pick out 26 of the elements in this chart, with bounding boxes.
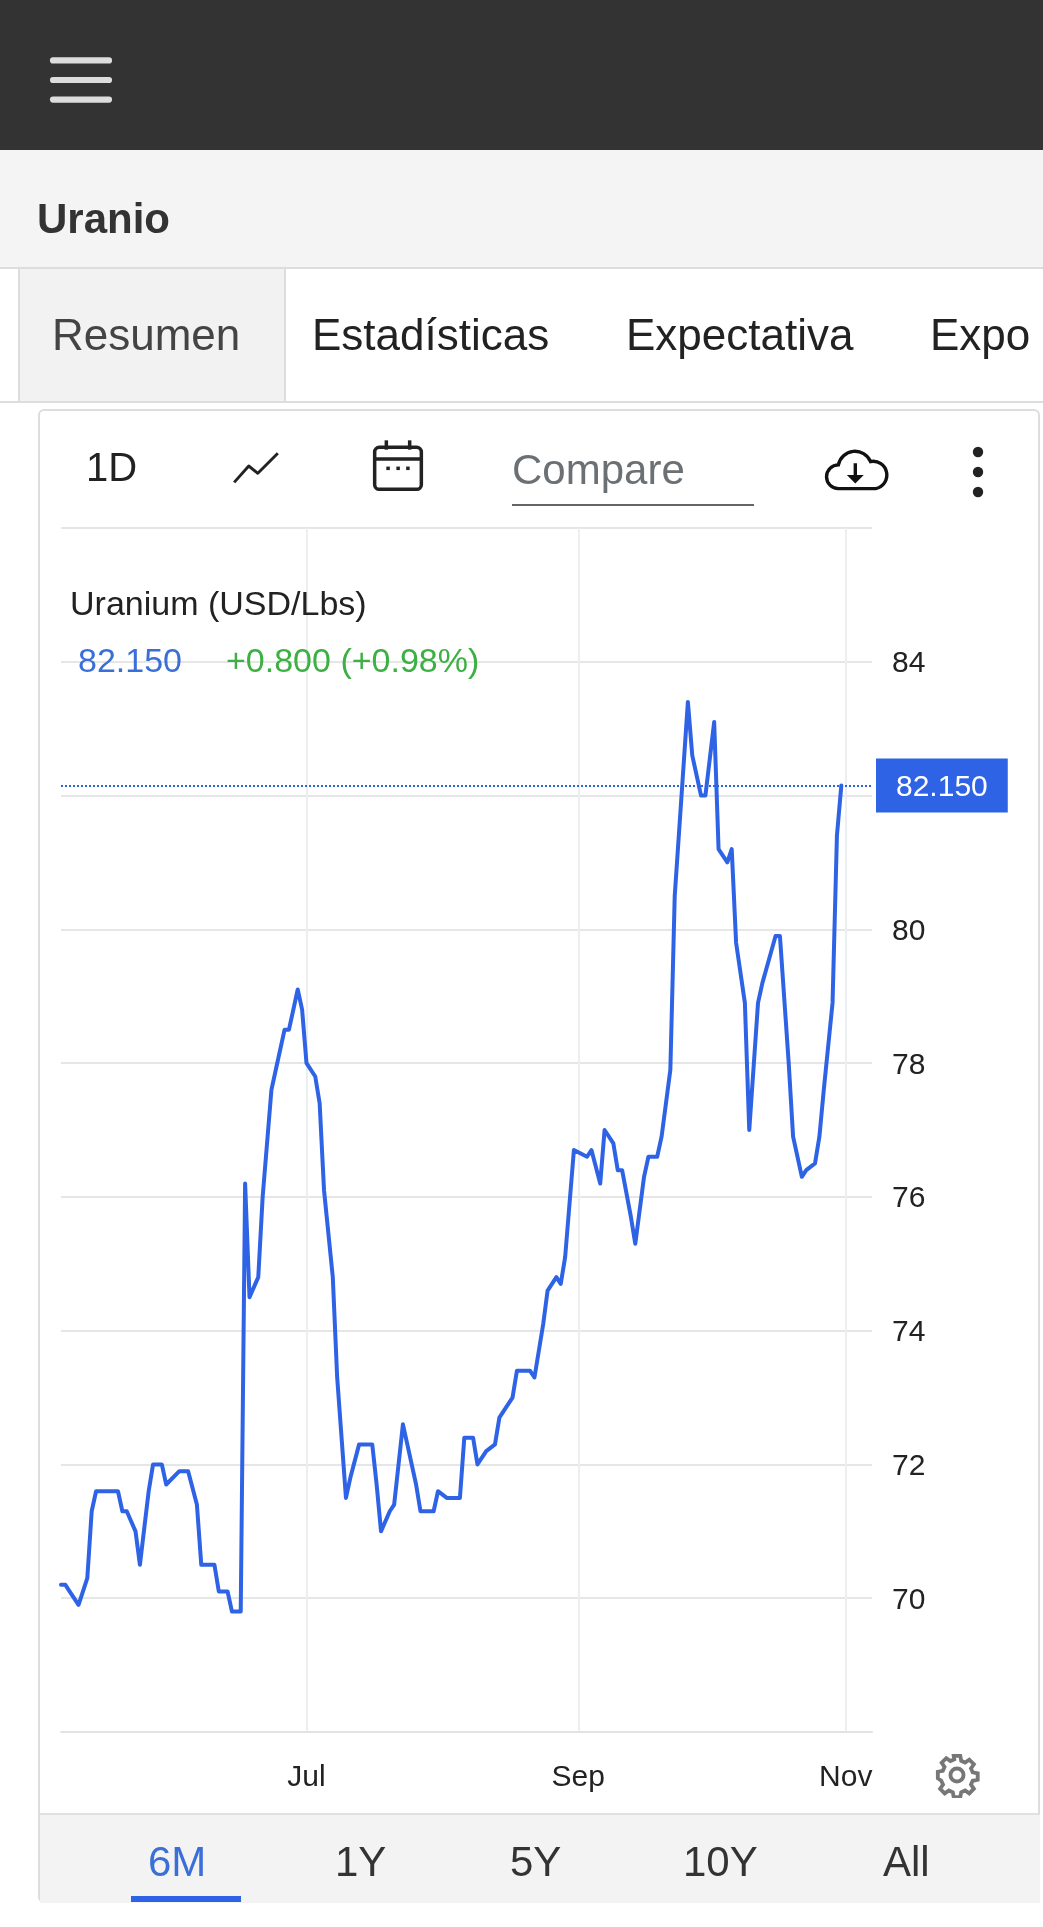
text-field: Compare: [512, 440, 754, 506]
y-tick-label: 84: [892, 645, 926, 679]
y-tick-label: 72: [892, 1447, 926, 1481]
text: Expo: [930, 310, 1031, 360]
text: Estadísticas: [312, 310, 550, 360]
annotation: 82.150: [78, 641, 182, 680]
text: 1Y: [335, 1838, 387, 1886]
text: Uranium (USD/Lbs): [70, 584, 367, 623]
text: Expectativa: [626, 310, 854, 360]
y-tick-label: 78: [892, 1046, 926, 1080]
ref-line-label: 82.150: [896, 769, 988, 803]
text: Resumen: [52, 310, 241, 360]
x-tick-label: Jul: [287, 1758, 326, 1792]
y-tick-label: 76: [892, 1180, 926, 1214]
x-tick-label: Sep: [551, 1758, 605, 1792]
chart-title: Uranio: [37, 195, 171, 243]
y-tick-label: 70: [892, 1581, 926, 1615]
annotation: +0.800 (+0.98%): [226, 641, 480, 680]
text: 6M: [148, 1838, 207, 1886]
text: 10Y: [683, 1838, 758, 1886]
y-tick-label: 74: [892, 1314, 926, 1348]
text: All: [883, 1838, 930, 1886]
x-tick-label: Nov: [819, 1758, 873, 1792]
text: 5Y: [510, 1838, 562, 1886]
text: 1D: [86, 445, 138, 490]
y-tick-label: 80: [892, 912, 926, 946]
